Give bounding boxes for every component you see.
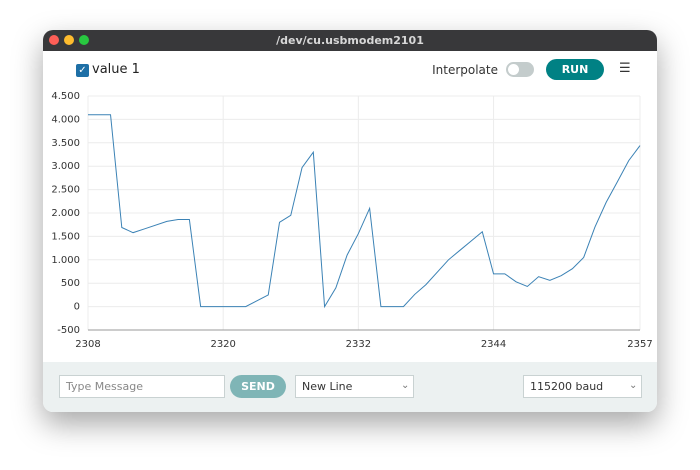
line-ending-select[interactable]: New Line xyxy=(295,375,414,398)
y-tick-label: 0 xyxy=(74,302,80,313)
y-tick-label: 3.500 xyxy=(51,138,80,149)
x-tick-label: 2344 xyxy=(481,339,506,350)
run-button[interactable]: RUN xyxy=(546,59,604,80)
window-title: /dev/cu.usbmodem2101 xyxy=(276,34,424,47)
y-tick-label: 4.000 xyxy=(51,114,80,125)
zoom-button[interactable] xyxy=(79,35,89,45)
dropdown-arrow: ⌄ xyxy=(401,380,410,391)
y-tick-label: 2.500 xyxy=(51,185,80,196)
y-tick-label: -500 xyxy=(57,325,80,336)
series-checkbox[interactable]: ✓ xyxy=(76,64,89,77)
send-button[interactable]: SEND xyxy=(230,375,286,398)
x-tick-label: 2308 xyxy=(75,339,100,350)
menu-button[interactable]: ☰ xyxy=(619,61,631,76)
baud-select[interactable]: 115200 baud xyxy=(523,375,642,398)
window: /dev/cu.usbmodem2101 ✓ value 1 Interpola… xyxy=(43,30,657,412)
data-line xyxy=(88,114,641,309)
y-tick-label: 1.000 xyxy=(51,255,80,266)
toggle-knob xyxy=(508,64,519,75)
legend-label: value 1 xyxy=(92,62,140,77)
x-tick-label: 2332 xyxy=(346,339,371,350)
y-tick-label: 4.500 xyxy=(51,91,80,102)
title-bar: /dev/cu.usbmodem2101 xyxy=(43,30,657,51)
y-tick-label: 500 xyxy=(61,278,80,289)
dropdown-arrow: ⌄ xyxy=(629,380,638,391)
x-tick-label: 2320 xyxy=(210,339,235,350)
message-input[interactable]: Type Message xyxy=(59,375,225,398)
close-button[interactable] xyxy=(49,35,59,45)
x-tick-label: 2357 xyxy=(627,339,652,350)
interpolate-toggle[interactable] xyxy=(506,62,534,77)
y-tick-label: 1.500 xyxy=(51,231,80,242)
y-tick-label: 3.000 xyxy=(51,161,80,172)
interpolate-label: Interpolate xyxy=(432,63,498,77)
minimize-button[interactable] xyxy=(64,35,74,45)
footer: Type Message SEND New Line ⌄ 115200 baud… xyxy=(43,362,657,412)
y-tick-label: 2.000 xyxy=(51,208,80,219)
